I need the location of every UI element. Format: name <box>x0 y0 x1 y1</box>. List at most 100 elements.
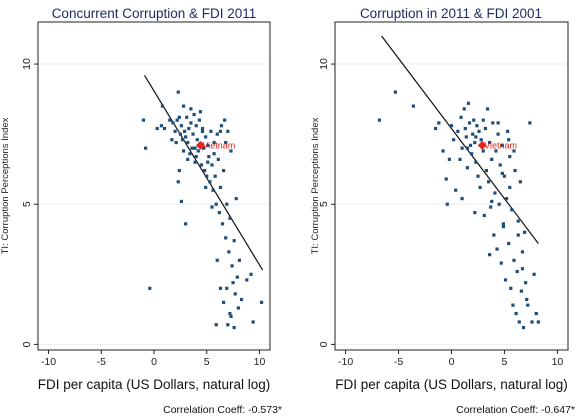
data-point <box>208 180 212 184</box>
data-point <box>235 275 239 279</box>
data-point <box>148 286 152 290</box>
data-point <box>211 188 215 192</box>
x-tick-label-3: 5 <box>502 356 508 368</box>
data-point <box>189 107 193 111</box>
data-point <box>201 146 206 150</box>
data-point <box>214 202 218 206</box>
x-tick-label-0: -10 <box>338 356 353 368</box>
data-point <box>465 166 469 170</box>
data-point <box>468 143 473 147</box>
data-point <box>522 230 527 234</box>
x-tick-label-4: 10 <box>254 356 266 368</box>
data-point <box>478 185 482 190</box>
data-point <box>176 180 180 184</box>
data-point <box>231 281 235 285</box>
data-point <box>228 311 232 316</box>
x-tick-label-1: -5 <box>97 356 106 368</box>
data-point <box>481 149 485 153</box>
x-axis-title: FDI per capita (US Dollars, natural log) <box>335 377 568 392</box>
data-point <box>141 118 146 122</box>
data-point <box>194 154 198 159</box>
data-point <box>224 140 228 145</box>
data-point <box>199 163 204 167</box>
correlation-note: Correlation Coeff: -0.647* <box>456 404 575 416</box>
data-point <box>194 124 198 128</box>
data-point <box>188 152 192 156</box>
highlight-marker <box>477 140 487 150</box>
data-point <box>474 135 478 139</box>
data-point <box>507 138 511 142</box>
x-tick-label-3: 5 <box>204 356 210 368</box>
data-point <box>213 174 217 178</box>
fit-line <box>143 74 264 271</box>
data-point <box>192 112 196 117</box>
data-point <box>528 121 532 125</box>
data-point <box>447 157 451 161</box>
data-point <box>193 146 197 150</box>
data-point <box>216 157 220 161</box>
data-point <box>170 138 174 142</box>
data-point <box>494 149 498 153</box>
data-point <box>411 104 415 108</box>
data-point <box>536 320 540 324</box>
data-point <box>513 168 517 173</box>
data-point <box>503 278 508 282</box>
panel-1: -10 -5 0 5 10 0 5 10 Vietnam Concurrent Corruptio… <box>0 6 282 416</box>
data-point <box>460 146 464 150</box>
y-tick-label-0: 0 <box>21 341 33 347</box>
data-point <box>251 320 255 324</box>
data-point <box>466 101 471 105</box>
data-point <box>259 300 264 304</box>
data-point <box>215 258 219 262</box>
data-point <box>490 199 494 204</box>
panel-title: Concurrent Corruption & FDI 2011 <box>52 6 257 21</box>
data-point <box>177 168 181 173</box>
data-point <box>181 104 186 108</box>
data-point <box>227 250 231 254</box>
data-point <box>229 314 233 318</box>
data-point <box>204 185 208 190</box>
data-point <box>184 222 188 226</box>
data-point <box>214 323 218 327</box>
data-point <box>200 129 205 133</box>
panel-2: -10 -5 0 5 10 0 5 10 Vietnam Corruption in 2011 &… <box>310 6 575 416</box>
data-point <box>212 152 216 156</box>
data-point <box>181 149 186 153</box>
y-axis-title: TI: Corruption Perceptions Index <box>310 117 321 254</box>
data-point <box>520 250 525 254</box>
data-point <box>463 126 467 131</box>
data-point <box>220 222 225 226</box>
x-tick-label-2: 0 <box>449 356 455 368</box>
data-point <box>499 261 503 265</box>
data-point <box>224 236 228 240</box>
data-point <box>492 233 496 237</box>
data-point <box>501 222 505 226</box>
data-point <box>445 202 449 206</box>
data-point <box>473 211 477 215</box>
data-point <box>217 211 221 215</box>
y-axis-title: TI: Corruption Perceptions Index <box>0 117 11 254</box>
data-point <box>460 197 464 201</box>
data-point <box>506 129 510 133</box>
data-point <box>225 286 229 290</box>
data-point <box>504 197 509 201</box>
data-point <box>483 126 487 131</box>
data-point <box>186 140 190 145</box>
data-point <box>508 185 512 190</box>
data-point <box>234 197 238 201</box>
data-point <box>525 297 529 302</box>
data-point <box>512 258 516 262</box>
data-point <box>176 90 180 94</box>
highlight-label: Vietnam <box>484 140 517 150</box>
data-point <box>249 272 253 276</box>
data-point <box>222 300 226 304</box>
x-tick-label-0: -10 <box>41 356 56 368</box>
data-point <box>239 297 244 302</box>
data-point <box>180 138 185 142</box>
data-point <box>481 118 485 122</box>
data-point <box>516 219 520 223</box>
y-tick-label-0: 0 <box>318 341 330 347</box>
data-point <box>377 118 382 122</box>
data-point <box>212 140 216 145</box>
data-point <box>437 121 441 125</box>
